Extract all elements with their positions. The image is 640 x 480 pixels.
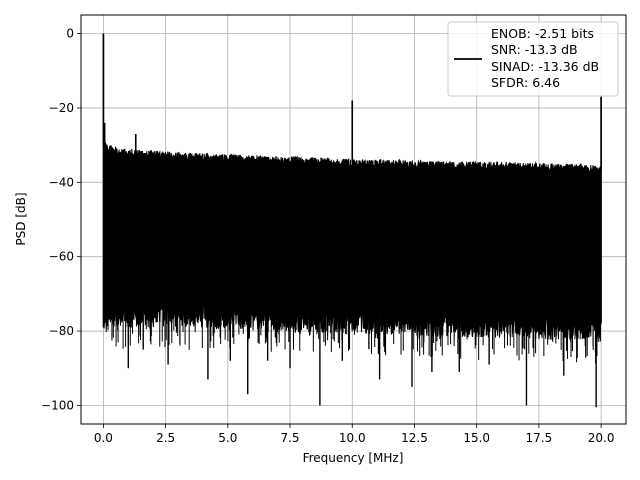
legend-enob: ENOB: -2.51 bits (491, 26, 594, 41)
x-axis-label: Frequency [MHz] (303, 451, 404, 465)
y-tick-label: −60 (49, 250, 74, 264)
x-tick-label: 12.5 (401, 431, 428, 445)
y-tick-label: −40 (49, 175, 74, 189)
psd-noise-floor (106, 293, 600, 364)
plot-frame (80, 14, 627, 425)
legend-snr: SNR: -13.3 dB (491, 42, 578, 57)
x-tick-label: 17.5 (526, 431, 553, 445)
x-tick-label: 5.0 (218, 431, 237, 445)
psd-series (102, 33, 602, 408)
y-tick-label: −80 (49, 324, 74, 338)
y-tick-label: −20 (49, 101, 74, 115)
legend-box (447, 21, 619, 97)
y-axis-ticks: 0 −20 −40 −60 −80 −100 (41, 27, 81, 412)
x-tick-label: 10.0 (339, 431, 366, 445)
y-axis-label: PSD [dB] (14, 192, 28, 245)
x-axis-ticks: 0.0 2.5 5.0 7.5 10.0 12.5 15.0 17.5 20.0 (94, 424, 615, 445)
x-tick-label: 7.5 (280, 431, 299, 445)
x-tick-label: 20.0 (588, 431, 615, 445)
y-tick-label: −100 (41, 398, 74, 412)
legend: ENOB: -2.51 bits SNR: -13.3 dB SINAD: -1… (447, 21, 619, 97)
x-tick-label: 0.0 (94, 431, 113, 445)
x-tick-label: 15.0 (463, 431, 490, 445)
legend-sfdr: SFDR: 6.46 (491, 75, 560, 90)
legend-sinad: SINAD: -13.36 dB (491, 59, 599, 74)
x-tick-label: 2.5 (156, 431, 175, 445)
y-tick-label: 0 (66, 27, 74, 41)
